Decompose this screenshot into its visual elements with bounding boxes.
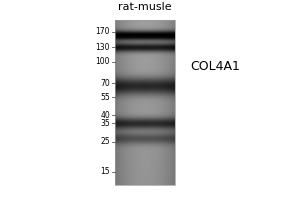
Bar <box>115 20 175 185</box>
Text: 35: 35 <box>100 118 110 128</box>
Text: 170: 170 <box>95 27 110 36</box>
Text: 40: 40 <box>100 110 110 119</box>
Text: COL4A1: COL4A1 <box>190 60 240 73</box>
Text: 15: 15 <box>100 168 110 176</box>
Text: 70: 70 <box>100 78 110 88</box>
Text: 25: 25 <box>100 138 110 146</box>
Text: rat-musle: rat-musle <box>118 2 172 12</box>
Text: 130: 130 <box>95 43 110 51</box>
Text: 100: 100 <box>95 58 110 66</box>
Text: 55: 55 <box>100 92 110 102</box>
